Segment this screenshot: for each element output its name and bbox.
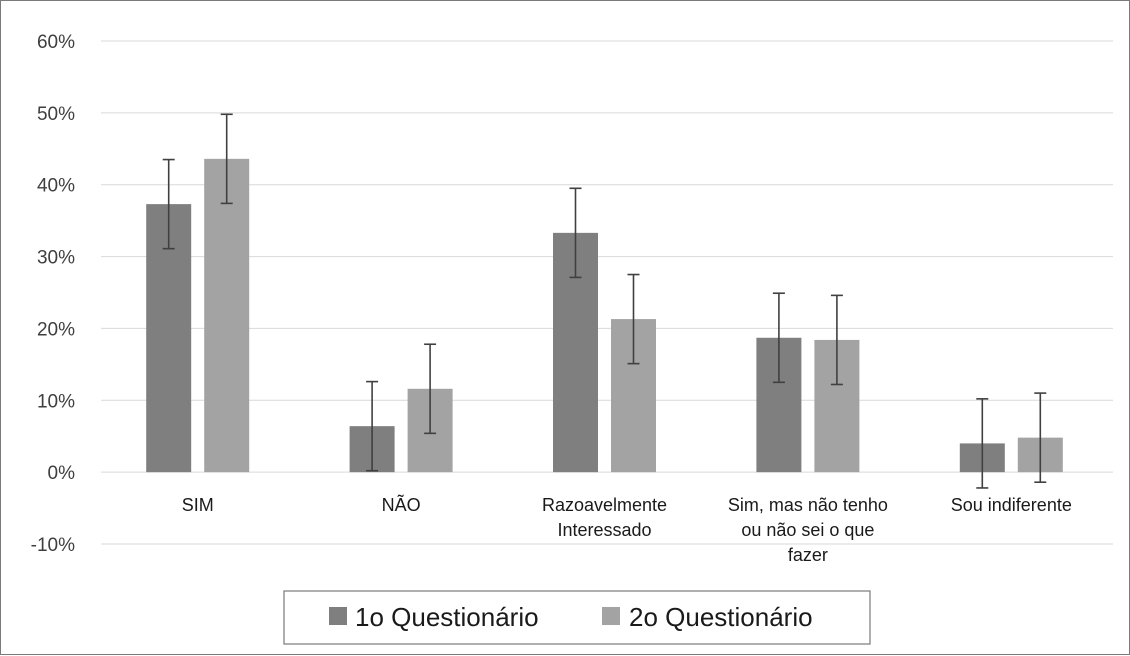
bar-series-2 (204, 158, 250, 473)
x-tick-label: Sim, mas não tenho (728, 495, 888, 515)
y-tick-label: 0% (48, 463, 76, 484)
y-tick-label: 60% (37, 32, 75, 53)
bars (146, 158, 1063, 473)
gridlines (101, 40, 1113, 545)
x-tick-label: NÃO (382, 494, 421, 515)
legend-box (283, 590, 871, 645)
error-bars (162, 113, 1047, 489)
y-tick-label: -10% (31, 535, 75, 556)
x-tick-label: Sou indiferente (951, 495, 1072, 515)
y-axis-ticks: 60% 50% 40% 30% 20% 10% 0% -10% (31, 32, 75, 556)
x-tick-label: SIM (182, 495, 214, 515)
x-tick-label: ou não sei o que (741, 520, 874, 540)
y-tick-label: 20% (37, 319, 75, 340)
legend: 1o Questionário 2o Questionário (283, 590, 871, 645)
x-tick-label: fazer (788, 545, 828, 565)
y-tick-label: 30% (37, 248, 75, 269)
legend-swatch-1o-questionario (329, 607, 347, 625)
x-tick-label: Interessado (557, 520, 651, 540)
legend-label-1o-questionario: 1o Questionário (355, 602, 539, 632)
x-tick-label: Razoavelmente (542, 495, 667, 515)
legend-label-2o-questionario: 2o Questionário (629, 602, 813, 632)
legend-swatch-2o-questionario (602, 607, 620, 625)
y-tick-label: 40% (37, 176, 75, 197)
x-axis-ticks: SIM NÃO Razoavelmente Interessado Sim, mas n… (182, 494, 1072, 565)
y-tick-label: 50% (37, 104, 75, 125)
y-tick-label: 10% (37, 391, 75, 412)
